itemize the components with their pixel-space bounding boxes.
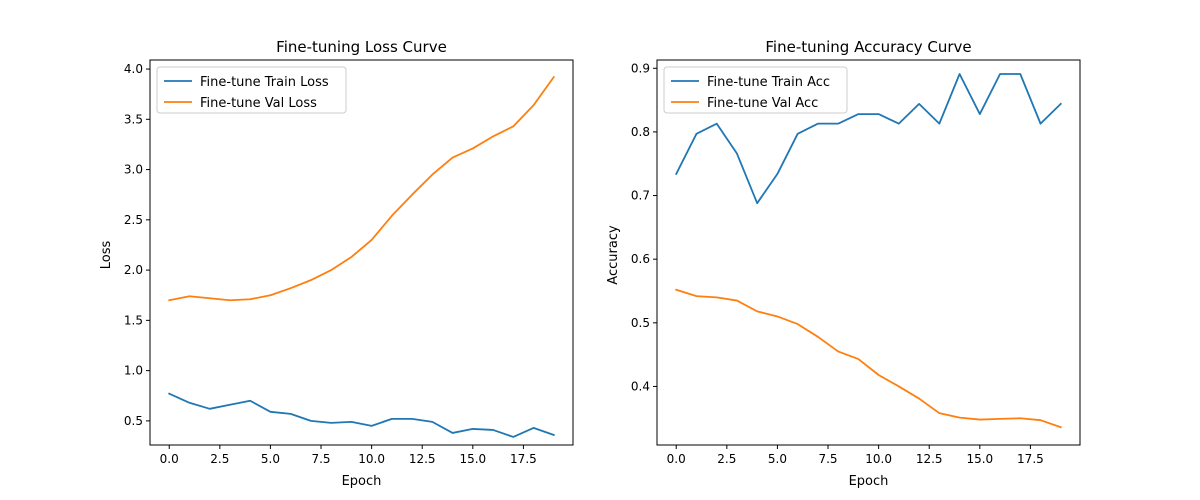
y-tick-label: 0.5 <box>124 414 143 428</box>
y-tick-label: 3.5 <box>124 112 143 126</box>
legend-box <box>663 66 848 114</box>
x-tick-label: 15.0 <box>966 452 993 466</box>
x-tick-label: 15.0 <box>459 452 486 466</box>
x-tick-label: 5.0 <box>768 452 787 466</box>
x-tick-label: 17.5 <box>510 452 537 466</box>
loss-chart: Fine-tuning Loss Curve 0.0 2.5 5.0 7.5 10.0 1… <box>99 38 574 489</box>
legend-label: Fine-tune Train Loss <box>200 75 329 90</box>
y-tick-label: 1.0 <box>124 364 143 378</box>
y-tick-label: 2.5 <box>124 213 143 227</box>
y-tick-label: 0.6 <box>631 252 650 266</box>
y-axis-label: Accuracy <box>606 225 621 285</box>
legend-label: Fine-tune Val Acc <box>707 96 818 111</box>
y-tick-label: 3.0 <box>124 163 143 177</box>
legend-label: Fine-tune Train Acc <box>707 75 830 90</box>
chart-title: Fine-tuning Loss Curve <box>276 38 447 56</box>
x-tick-label: 12.5 <box>409 452 436 466</box>
x-tick-label: 7.5 <box>311 452 330 466</box>
axes-frame <box>149 59 574 446</box>
x-tick-label: 2.5 <box>210 452 229 466</box>
y-tick-label: 0.4 <box>631 379 650 393</box>
legend-box <box>156 66 347 114</box>
x-tick-label: 0.0 <box>667 452 686 466</box>
x-tick-label: 5.0 <box>261 452 280 466</box>
x-tick-label: 0.0 <box>160 452 179 466</box>
x-tick-label: 2.5 <box>717 452 736 466</box>
series-line-0 <box>675 73 1063 205</box>
y-tick-label: 0.8 <box>631 125 650 139</box>
x-tick-label: 17.5 <box>1017 452 1044 466</box>
y-tick-label: 0.5 <box>631 316 650 330</box>
accuracy-plot-area: 0.0 2.5 5.0 7.5 10.0 12.5 15.0 17.5 0.4 0.5 0.6 0.7… <box>631 59 1081 466</box>
accuracy-chart: Fine-tuning Accuracy Curve 0.0 2.5 5.0 7.5 1… <box>606 38 1081 489</box>
axes-frame <box>656 59 1081 446</box>
chart-title: Fine-tuning Accuracy Curve <box>765 38 971 56</box>
legend: Fine-tune Train Loss Fine-tune Val Loss <box>156 66 347 114</box>
y-axis-label: Loss <box>99 241 114 270</box>
series-line-0 <box>168 392 555 438</box>
loss-plot-area: 0.0 2.5 5.0 7.5 10.0 12.5 15.0 17.5 0.5 1.0 1.5 2.0… <box>124 59 574 466</box>
y-tick-label: 1.5 <box>124 313 143 327</box>
x-tick-label: 10.0 <box>865 452 892 466</box>
x-axis-label: Epoch <box>342 474 382 489</box>
series-line-1 <box>675 288 1062 429</box>
x-axis-label: Epoch <box>849 474 889 489</box>
x-tick-label: 7.5 <box>818 452 837 466</box>
x-tick-label: 12.5 <box>916 452 943 466</box>
y-tick-label: 0.7 <box>631 189 650 203</box>
x-tick-label: 10.0 <box>358 452 385 466</box>
legend: Fine-tune Train Acc Fine-tune Val Acc <box>663 66 848 114</box>
y-tick-label: 0.9 <box>631 61 650 75</box>
legend-label: Fine-tune Val Loss <box>200 96 317 111</box>
series-line-1 <box>168 75 556 302</box>
y-tick-label: 4.0 <box>124 62 143 76</box>
y-tick-label: 2.0 <box>124 263 143 277</box>
